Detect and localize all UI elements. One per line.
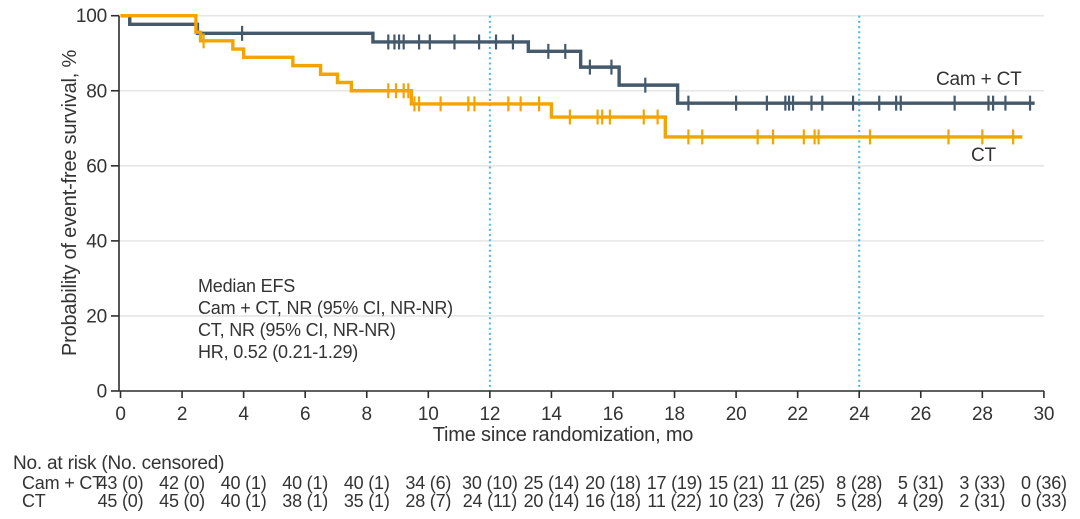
x-tick-label: 16 — [603, 404, 624, 425]
curve-ct — [120, 14, 1023, 139]
x-tick-label: 10 — [418, 404, 439, 425]
y-tick-label: 20 — [86, 306, 107, 327]
x-tick-label: 28 — [972, 404, 993, 425]
x-tick-label: 14 — [541, 404, 562, 425]
x-tick-label: 24 — [849, 404, 870, 425]
y-tick-label: 100 — [76, 6, 107, 27]
x-axis-title: Time since randomization, mo — [433, 424, 694, 446]
censor-ticks-cam-ct — [240, 25, 1032, 111]
y-tick-label: 60 — [86, 156, 107, 177]
annotation-line-ct: CT, NR (95% CI, NR-NR) — [198, 320, 396, 340]
x-tick-label: 26 — [910, 404, 931, 425]
x-tick-label: 8 — [362, 404, 372, 425]
y-tick-label: 80 — [86, 81, 107, 102]
series-label-ct: CT — [971, 145, 997, 166]
annotation-line-cam-ct: Cam + CT, NR (95% CI, NR-NR) — [198, 298, 453, 318]
annotation-line-hr: HR, 0.52 (0.21-1.29) — [198, 342, 358, 362]
annotation-line-median-efs: Median EFS — [198, 276, 295, 296]
y-axis-title: Probability of event-free survival, % — [59, 50, 81, 356]
x-tick-label: 12 — [479, 404, 500, 425]
x-tick-label: 4 — [238, 404, 249, 425]
x-tick-label: 0 — [115, 404, 125, 425]
curve-cam-ct — [120, 14, 1035, 105]
x-tick-label: 18 — [664, 404, 685, 425]
x-tick-label: 22 — [787, 404, 808, 425]
y-tick-label: 40 — [86, 231, 107, 252]
x-tick-label: 30 — [1034, 404, 1055, 425]
series-label-cam-ct: Cam + CT — [936, 69, 1022, 90]
censor-ticks-ct — [202, 33, 1015, 145]
y-tick-label: 0 — [97, 382, 107, 403]
x-tick-label: 20 — [726, 404, 747, 425]
x-tick-label: 6 — [300, 404, 310, 425]
x-tick-label: 2 — [177, 404, 187, 425]
